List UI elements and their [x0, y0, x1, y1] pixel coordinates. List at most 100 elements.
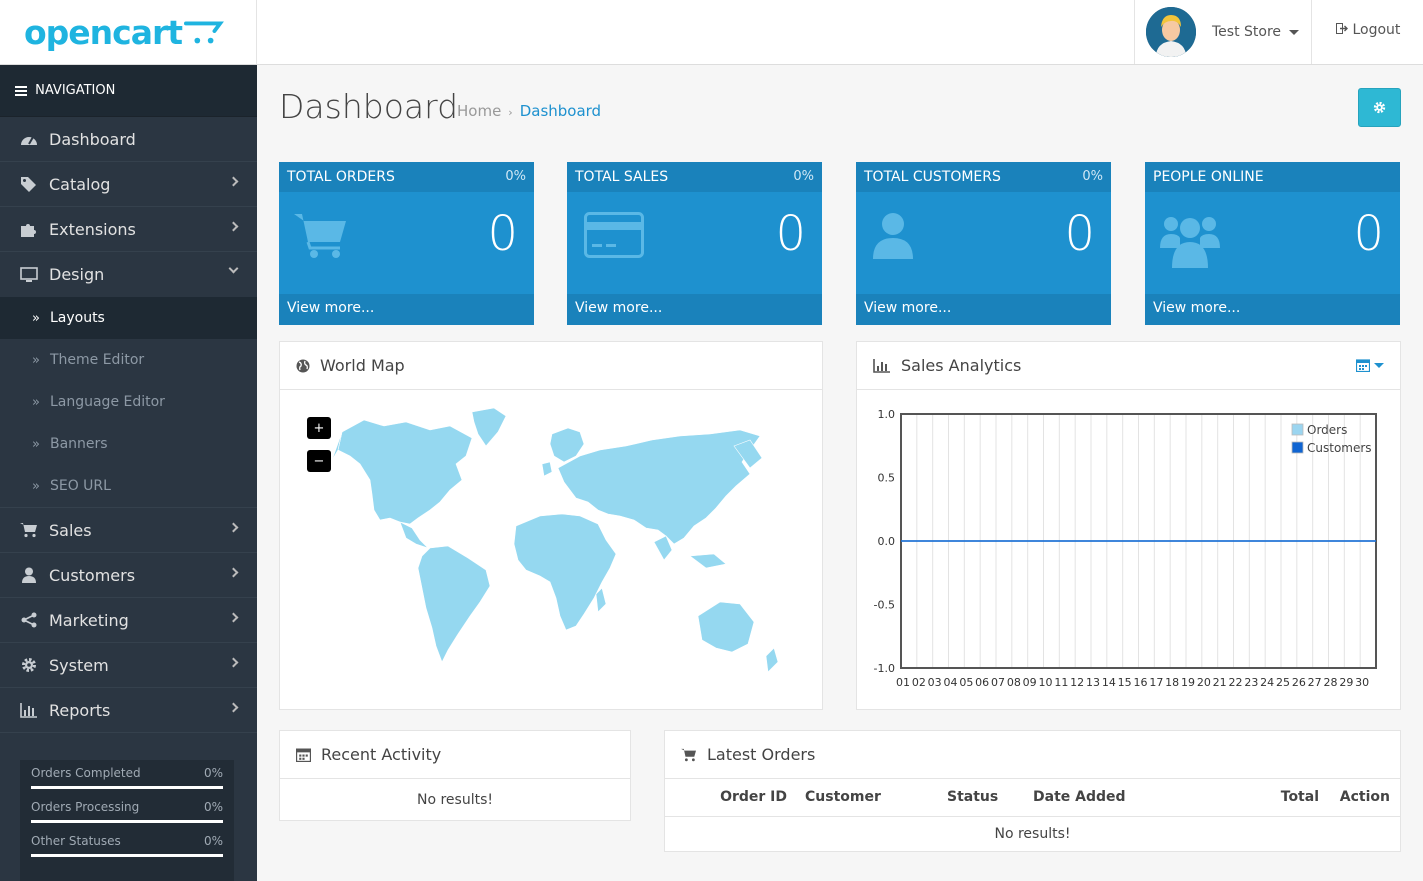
tile-title: TOTAL CUSTOMERS — [864, 169, 1001, 185]
double-chevron-icon: » — [32, 436, 40, 452]
x-tick-label: 25 — [1276, 676, 1290, 689]
x-tick-label: 14 — [1102, 676, 1116, 689]
submenu-item-banners[interactable]: » Banners — [0, 423, 257, 465]
x-tick-label: 23 — [1244, 676, 1258, 689]
sidebar-item-marketing[interactable]: Marketing — [0, 598, 257, 643]
opencart-logo[interactable]: opencart — [24, 10, 224, 54]
panel-heading: World Map — [280, 342, 822, 390]
sidebar-item-sales[interactable]: Sales — [0, 508, 257, 553]
col-status[interactable]: Status — [947, 779, 1033, 817]
y-tick-label: 1.0 — [878, 408, 896, 421]
double-chevron-icon: » — [32, 478, 40, 494]
x-tick-label: 11 — [1054, 676, 1068, 689]
x-tick-label: 01 — [896, 676, 910, 689]
date-range-dropdown[interactable] — [1356, 358, 1384, 372]
breadcrumb-home[interactable]: Home — [457, 102, 502, 120]
breadcrumb: Home › Dashboard — [457, 102, 601, 120]
x-tick-label: 08 — [1007, 676, 1021, 689]
stat-value: 0% — [203, 766, 223, 780]
chevron-down-icon — [228, 263, 239, 274]
tile-total-customers: TOTAL CUSTOMERS 0% 0 View more... — [856, 162, 1111, 325]
settings-button[interactable] — [1358, 88, 1401, 127]
sidebar-item-label: Design — [49, 265, 105, 284]
col-total[interactable]: Total — [1233, 779, 1325, 817]
store-dropdown[interactable]: Test Store — [1134, 0, 1312, 64]
submenu-label: Banners — [49, 436, 108, 452]
order-stats: Orders Completed 0% Orders Processing 0% O… — [20, 760, 234, 881]
panel-title: Recent Activity — [321, 745, 442, 764]
x-tick-label: 06 — [975, 676, 989, 689]
menu-bars-icon — [15, 84, 27, 98]
sidebar-item-design[interactable]: Design — [0, 252, 257, 297]
breadcrumb-current[interactable]: Dashboard — [519, 102, 602, 120]
chevron-right-icon — [228, 522, 239, 533]
submenu-label: Language Editor — [49, 394, 165, 410]
tile-percent: 0% — [793, 169, 814, 184]
sidebar-item-label: Sales — [49, 520, 92, 540]
zoom-in-button[interactable]: + — [307, 417, 331, 439]
x-tick-label: 09 — [1023, 676, 1037, 689]
panel-title: World Map — [320, 356, 405, 375]
user-icon — [20, 566, 38, 584]
sidebar-item-extensions[interactable]: Extensions — [0, 207, 257, 252]
chevron-right-icon — [228, 702, 239, 713]
sidebar-item-customers[interactable]: Customers — [0, 553, 257, 598]
zoom-out-button[interactable]: − — [307, 450, 331, 472]
submenu-item-seo-url[interactable]: » SEO URL — [0, 465, 257, 507]
sidebar-item-catalog[interactable]: Catalog — [0, 162, 257, 207]
sidebar-item-label: Reports — [49, 700, 111, 720]
globe-icon — [296, 359, 310, 373]
panel-title: Latest Orders — [707, 745, 816, 764]
view-more-link[interactable]: View more... — [279, 294, 534, 325]
col-order-id[interactable]: Order ID — [665, 779, 793, 817]
tile-title: PEOPLE ONLINE — [1153, 169, 1264, 185]
progress-bar — [31, 854, 223, 857]
logout-link[interactable]: Logout — [1336, 22, 1400, 38]
y-tick-label: -1.0 — [874, 662, 895, 675]
panel-heading: Sales Analytics — [857, 342, 1400, 390]
sidebar-item-label: Catalog — [49, 174, 111, 194]
y-tick-label: 0.5 — [878, 472, 896, 485]
credit-card-icon — [584, 212, 644, 262]
view-more-link[interactable]: View more... — [1145, 294, 1400, 325]
gear-icon — [1373, 101, 1386, 114]
stat-value: 0% — [203, 800, 223, 814]
tile-title: TOTAL ORDERS — [287, 169, 395, 185]
tile-value: 0 — [1064, 206, 1095, 262]
view-more-link[interactable]: View more... — [567, 294, 822, 325]
x-tick-label: 02 — [912, 676, 926, 689]
double-chevron-icon: » — [32, 394, 40, 410]
x-tick-label: 15 — [1118, 676, 1132, 689]
legend-swatch — [1291, 423, 1304, 436]
view-more-link[interactable]: View more... — [856, 294, 1111, 325]
x-tick-label: 04 — [944, 676, 958, 689]
panel-heading: Latest Orders — [665, 731, 1400, 779]
sidebar-item-dashboard[interactable]: Dashboard — [0, 117, 257, 162]
submenu-label: Layouts — [49, 310, 105, 326]
logout-label: Logout — [1352, 22, 1401, 38]
submenu-item-layouts[interactable]: » Layouts — [0, 297, 257, 339]
sidebar-item-reports[interactable]: Reports — [0, 688, 257, 733]
sidebar-item-label: Dashboard — [49, 129, 136, 149]
x-tick-label: 26 — [1292, 676, 1306, 689]
logo-text: opencart — [24, 12, 183, 52]
x-tick-label: 20 — [1197, 676, 1211, 689]
submenu-item-theme-editor[interactable]: » Theme Editor — [0, 339, 257, 381]
tile-total-orders: TOTAL ORDERS 0% 0 View more... — [279, 162, 534, 325]
breadcrumb-separator: › — [508, 106, 513, 119]
col-customer[interactable]: Customer — [793, 779, 947, 817]
progress-bar — [31, 786, 223, 789]
x-tick-label: 29 — [1339, 676, 1353, 689]
orders-table: Order ID Customer Status Date Added Tota… — [665, 779, 1400, 852]
y-tick-label: -0.5 — [874, 599, 895, 612]
stat-other-statuses: Other Statuses 0% — [31, 834, 223, 857]
monitor-icon — [20, 266, 38, 284]
col-date-added[interactable]: Date Added — [1033, 779, 1233, 817]
nav-heading[interactable]: NAVIGATION — [0, 65, 257, 117]
legend-label: Orders — [1307, 423, 1347, 437]
sidebar-item-system[interactable]: System — [0, 643, 257, 688]
world-map[interactable] — [280, 390, 824, 710]
x-tick-label: 16 — [1134, 676, 1148, 689]
x-tick-label: 27 — [1308, 676, 1322, 689]
submenu-item-language-editor[interactable]: » Language Editor — [0, 381, 257, 423]
